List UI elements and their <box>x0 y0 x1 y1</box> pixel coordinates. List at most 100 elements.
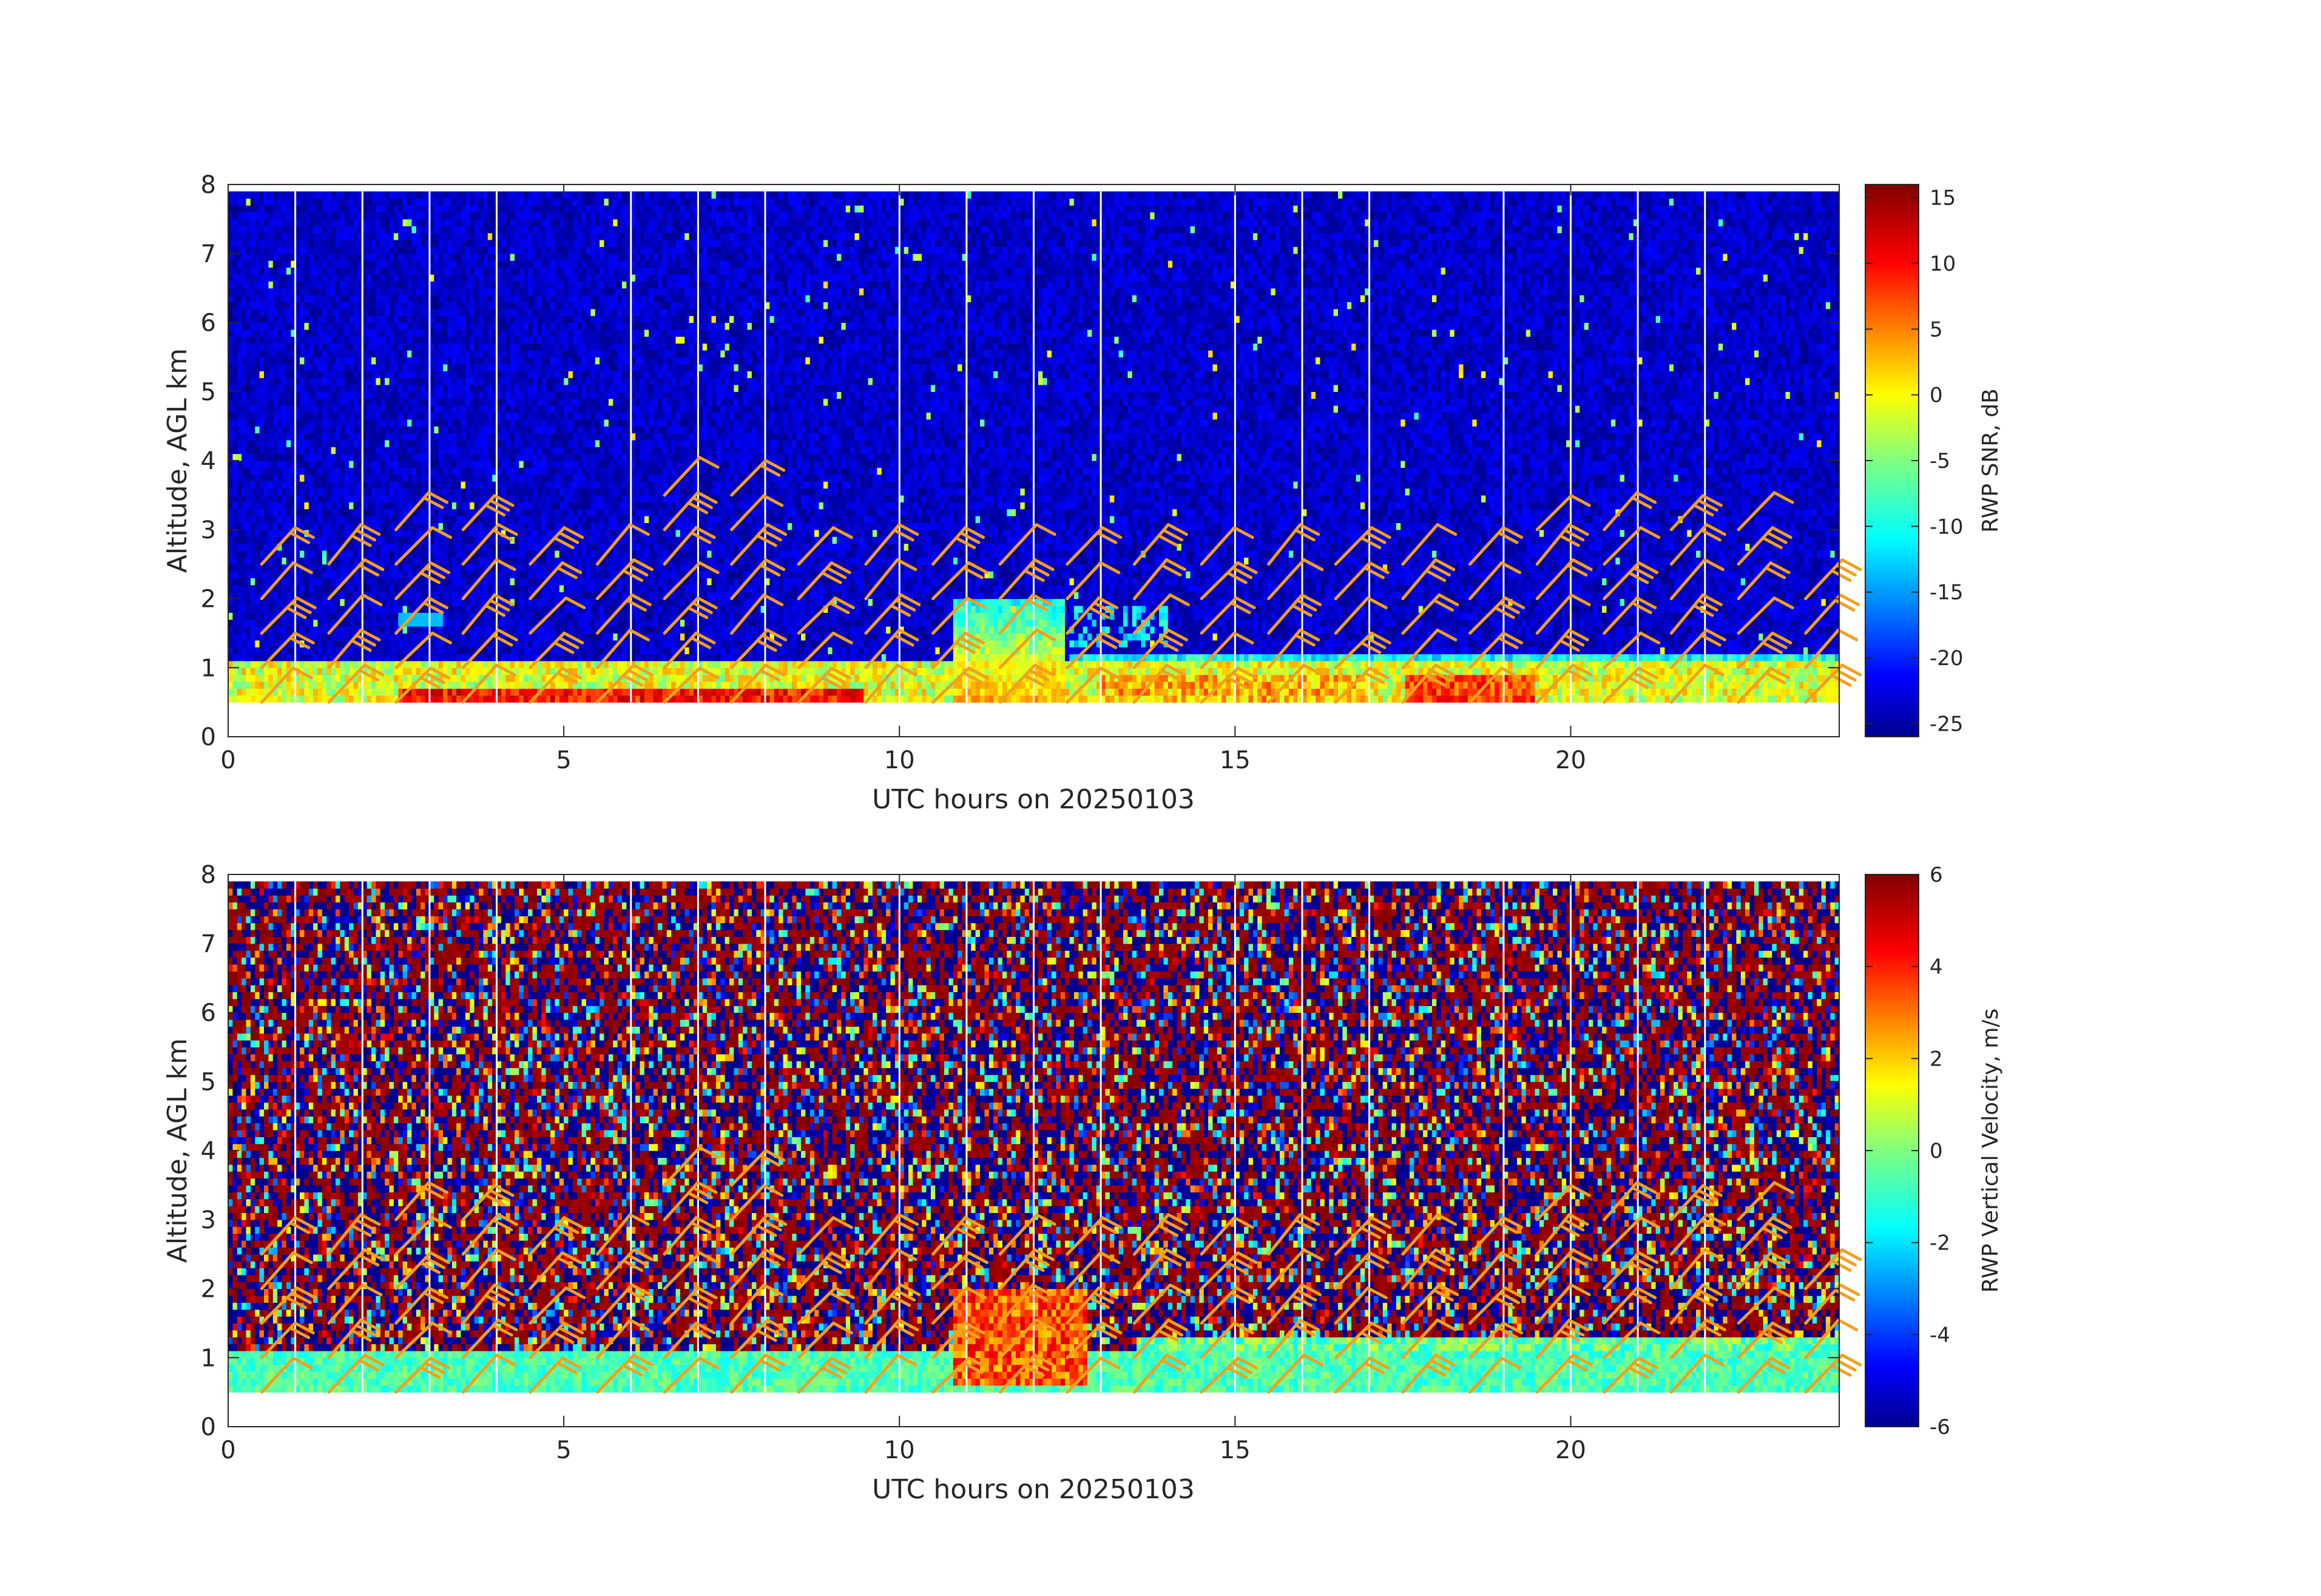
heatmap-cell <box>237 191 242 198</box>
heatmap-cell <box>318 323 323 330</box>
heatmap-cell <box>322 612 327 620</box>
heatmap-cell <box>277 385 282 392</box>
heatmap-cell <box>286 578 291 585</box>
heatmap-cell <box>336 323 340 330</box>
heatmap-cell <box>268 281 273 288</box>
heatmap-cell <box>242 323 246 330</box>
heatmap-cell <box>242 557 246 564</box>
heatmap-cell <box>345 530 350 537</box>
heatmap-cell <box>300 205 305 212</box>
heatmap-cell <box>242 343 246 351</box>
heatmap-cell <box>318 309 323 316</box>
heatmap-cell <box>326 440 331 447</box>
heatmap-cell <box>255 391 260 399</box>
heatmap-cell <box>318 336 323 343</box>
heatmap-cell <box>304 626 309 634</box>
heatmap-cell <box>322 557 327 564</box>
heatmap-cell <box>232 495 237 502</box>
heatmap-cell <box>242 274 246 282</box>
heatmap-cell <box>336 226 340 233</box>
heatmap-cell <box>322 378 327 385</box>
heatmap-cell <box>300 592 305 599</box>
heatmap-cell <box>336 592 340 599</box>
heatmap-cell <box>237 688 242 695</box>
heatmap-cell <box>251 419 255 427</box>
heatmap-cell <box>246 564 251 572</box>
heatmap-cell <box>242 585 246 592</box>
heatmap-cell <box>268 454 273 461</box>
heatmap-cell <box>237 233 242 240</box>
heatmap-cell <box>336 391 340 399</box>
heatmap-cell <box>300 254 305 261</box>
heatmap-cell <box>286 695 291 703</box>
heatmap-cell <box>246 633 251 640</box>
heatmap-cell <box>277 316 282 323</box>
heatmap-cell <box>345 330 350 337</box>
heatmap-cell <box>237 578 242 585</box>
heatmap-cell <box>260 426 265 433</box>
heatmap-cell <box>260 268 265 275</box>
heatmap-cell <box>237 516 242 523</box>
heatmap-cell <box>282 191 287 198</box>
heatmap-cell <box>304 191 309 198</box>
heatmap-cell <box>326 454 331 461</box>
heatmap-cell <box>309 688 314 695</box>
heatmap-cell <box>268 522 273 530</box>
heatmap-cell <box>277 378 282 385</box>
heatmap-cell <box>282 454 287 461</box>
heatmap-cell <box>304 336 309 343</box>
heatmap-cell <box>251 571 255 578</box>
heatmap-cell <box>282 695 287 703</box>
heatmap-cell <box>228 343 233 351</box>
heatmap-cell <box>237 330 242 337</box>
heatmap-cell <box>232 550 237 558</box>
heatmap-cell <box>286 447 291 454</box>
heatmap-cell <box>318 399 323 406</box>
heatmap-cell <box>268 405 273 413</box>
heatmap-cell <box>255 254 260 261</box>
heatmap-cell <box>304 447 309 454</box>
heatmap-cell <box>336 626 340 634</box>
heatmap-cell <box>237 350 242 357</box>
heatmap-cell <box>313 233 318 240</box>
heatmap-cell <box>300 302 305 309</box>
heatmap-cell <box>318 191 323 198</box>
heatmap-cell <box>255 212 260 220</box>
heatmap-cell <box>255 378 260 385</box>
heatmap-cell <box>237 620 242 627</box>
heatmap-cell <box>268 371 273 378</box>
heatmap-cell <box>313 592 318 599</box>
heatmap-cell <box>255 385 260 392</box>
heatmap-cell <box>326 481 331 489</box>
heatmap-cell <box>300 385 305 392</box>
heatmap-cell <box>273 323 278 330</box>
heatmap-cell <box>255 661 260 668</box>
heatmap-cell <box>255 330 260 337</box>
heatmap-cell <box>246 606 251 613</box>
heatmap-cell <box>286 399 291 406</box>
heatmap-cell <box>313 509 318 516</box>
heatmap-cell <box>322 226 327 233</box>
heatmap-cell <box>242 516 246 523</box>
heatmap-cell <box>304 578 309 585</box>
heatmap-cell <box>340 516 345 523</box>
heatmap-cell <box>326 212 331 220</box>
heatmap-cell <box>336 399 340 406</box>
heatmap-cell <box>313 336 318 343</box>
heatmap-cell <box>282 212 287 220</box>
heatmap-cell <box>336 336 340 343</box>
heatmap-cell <box>237 205 242 212</box>
heatmap-cell <box>260 343 265 351</box>
heatmap-cell <box>318 640 323 648</box>
heatmap-cell <box>313 461 318 468</box>
heatmap-cell <box>268 461 273 468</box>
heatmap-cell <box>246 522 251 530</box>
heatmap-cell <box>309 391 314 399</box>
heatmap-cell <box>251 612 255 620</box>
heatmap-cell <box>300 620 305 627</box>
heatmap-cell <box>260 433 265 441</box>
heatmap-cell <box>251 626 255 634</box>
heatmap-cell <box>273 606 278 613</box>
heatmap-cell <box>336 302 340 309</box>
heatmap-cell <box>340 564 345 572</box>
